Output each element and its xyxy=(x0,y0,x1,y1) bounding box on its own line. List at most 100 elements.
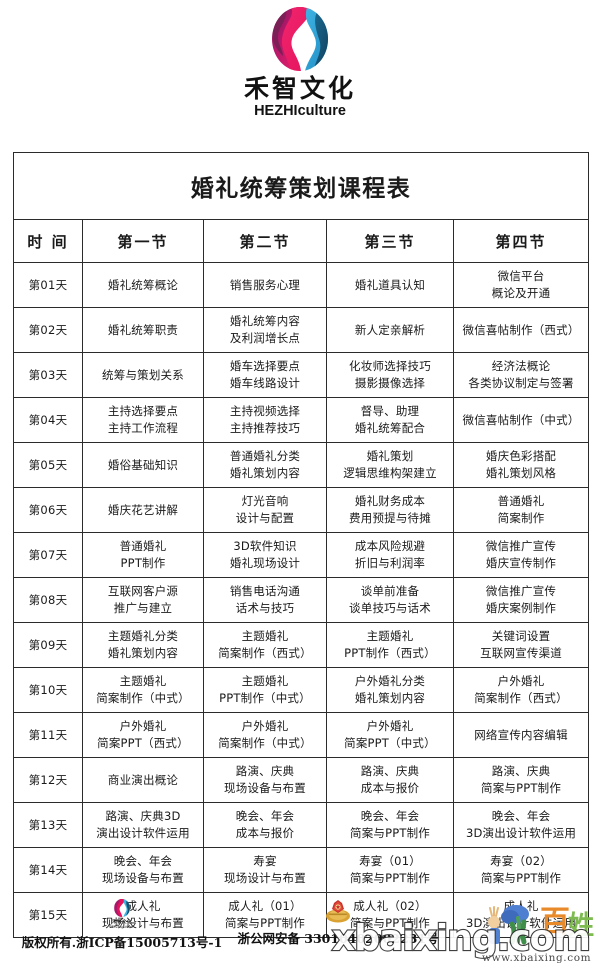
course-text-line: 婚礼统筹概论 xyxy=(107,277,179,292)
course-text-line: 微信喜帖制作（西式） xyxy=(462,322,580,337)
course-cell-period-3: 成本风险规避 折旧与利润率 xyxy=(326,532,454,578)
table-row: 第06天 婚庆花艺讲解 灯光音响 设计与配置 婚礼财务成本 费用预提与待摊 普通婚礼 简案制作 xyxy=(13,487,590,533)
course-text-line: 微信平台 xyxy=(497,269,545,284)
course-text-line: 主题婚礼 xyxy=(241,674,289,689)
course-cell-period-1: 晚会、年会 现场设备与布置 xyxy=(82,847,204,893)
course-text-line: 简案与PPT制作 xyxy=(481,781,562,795)
course-text-line: 主题婚礼分类 xyxy=(107,629,179,644)
course-text-line: 婚礼统筹配合 xyxy=(354,421,426,435)
course-text-line: 路演、庆典 xyxy=(235,764,295,779)
table-row: 第07天 普通婚礼 PPT制作 3D软件知识 婚礼现场设计 成本风险规避 折旧与利润率 微信推… xyxy=(13,532,590,578)
course-cell-period-3: 婚礼道具认知 xyxy=(326,262,454,308)
course-cell-period-2: 主题婚礼简案制作（西式） xyxy=(203,622,327,668)
course-cell-period-2: 成人礼（01） 简案与PPT制作 xyxy=(203,892,327,938)
course-text-line: 婚俗基础知识 xyxy=(107,457,179,472)
course-text-line: 简案与PPT制作 xyxy=(350,916,430,930)
column-header-period-1: 第一节 xyxy=(82,219,204,263)
column-header-time: 时 间 xyxy=(13,219,83,263)
course-text-line: 互联网宣传渠道 xyxy=(480,646,562,660)
course-text-line: 婚车选择要点 xyxy=(229,359,301,374)
course-text-line: 简案PPT（中式） xyxy=(344,736,436,750)
day-label: 第06天 xyxy=(13,487,83,533)
course-text-line: 寿宴 xyxy=(253,854,277,869)
course-text-line: 新人定亲解析 xyxy=(354,322,426,337)
course-cell-period-4: 微信平台 概论及开通 xyxy=(452,262,590,308)
course-text-line: 普通婚礼 xyxy=(497,494,545,509)
course-text-line: 主题婚礼 xyxy=(241,629,289,644)
course-cell-period-3: 寿宴（01） 简案与PPT制作 xyxy=(326,847,454,893)
course-text-line: 费用预提与待摊 xyxy=(349,511,431,525)
course-text-line: 统筹与策划关系 xyxy=(102,367,184,382)
course-text-line: 简案与PPT制作 xyxy=(225,916,305,930)
day-label: 第14天 xyxy=(13,847,83,893)
brand-name-cn: 禾智文化 xyxy=(243,74,356,103)
course-text-line: 户外婚礼 xyxy=(497,674,545,689)
table-header-row: 时 间 第一节 第二节 第三节 第四节 xyxy=(13,219,590,263)
course-text-line: 销售电话沟通 xyxy=(229,584,301,599)
day-label: 第04天 xyxy=(13,397,83,443)
schedule-table-body: 婚礼统筹策划课程表 时 间 第一节 第二节 第三节 第四节 第01天 婚礼统筹概论… xyxy=(12,152,590,938)
course-cell-period-4: 关键词设置 互联网宣传渠道 xyxy=(452,622,590,668)
course-cell-period-1: 互联网客户源 推广与建立 xyxy=(82,577,204,623)
course-text-line: 晚会、年会 xyxy=(235,809,295,824)
course-text-line: 主持推荐技巧 xyxy=(229,421,301,435)
course-cell-period-2: 销售电话沟通 话术与技巧 xyxy=(203,577,327,623)
course-text-line: 及利润增长点 xyxy=(229,331,301,345)
course-text-line: 主持选择要点 xyxy=(107,404,179,419)
course-text-line: 经济法概论 xyxy=(491,359,551,374)
police-badge-icon xyxy=(325,898,351,925)
course-schedule-table: 婚礼统筹策划课程表 时 间 第一节 第二节 第三节 第四节 第01天 婚礼统筹概论… xyxy=(12,152,590,938)
course-text-line: 简案制作 xyxy=(497,511,545,525)
course-text-line: 成本与报价 xyxy=(235,826,295,840)
course-cell-period-3: 谈单前准备 谈单技巧与话术 xyxy=(326,577,454,623)
course-text-line: 商业演出概论 xyxy=(107,772,179,787)
course-cell-period-2: 婚礼统筹内容 及利润增长点 xyxy=(203,307,327,353)
course-text-line: 寿宴（01） xyxy=(359,854,421,869)
table-row: 第08天 互联网客户源 推广与建立 销售电话沟通 话术与技巧 谈单前准备 谈单技巧与话术 微信… xyxy=(13,577,590,623)
table-row: 第14天 晚会、年会 现场设备与布置 寿宴 现场设计与布置 寿宴（01） 简案与PPT制作寿… xyxy=(13,847,590,893)
course-text-line: 简案制作（西式） xyxy=(218,646,312,660)
course-text-line: 户外婚礼 xyxy=(119,719,167,734)
course-text-line: 3D演出设计软件运用 xyxy=(465,826,577,840)
course-text-line: 路演、庆典 xyxy=(491,764,551,779)
course-text-line: PPT制作 xyxy=(120,556,166,570)
course-cell-period-4: 寿宴（02） 简案与PPT制作 xyxy=(452,847,590,893)
course-text-line: 概论及开通 xyxy=(491,286,551,300)
course-text-line: 现场设计与布置 xyxy=(224,871,306,885)
table-row: 第03天 统筹与策划关系 婚车选择要点 婚车线路设计 化妆师选择技巧 摄影摄像选择 经济法概… xyxy=(13,352,590,398)
footer-brand-en: HEZHIculture xyxy=(110,925,134,929)
footer-copyright-block: 禾智文化 HEZHIculture 版权所有.浙ICP备15005713号-1 xyxy=(22,898,222,951)
course-cell-period-4: 微信喜帖制作（西式） xyxy=(452,307,590,353)
day-label: 第02天 xyxy=(13,307,83,353)
course-cell-period-1: 路演、庆典3D 演出设计软件运用 xyxy=(82,802,204,848)
course-text-line: 婚礼现场设计 xyxy=(229,556,301,570)
course-text-line: 互联网客户源 xyxy=(107,584,179,599)
course-text-line: 简案制作（中式） xyxy=(218,736,312,750)
course-text-line: 路演、庆典 xyxy=(360,764,420,779)
column-header-period-4: 第四节 xyxy=(452,219,590,263)
course-text-line: 销售服务心理 xyxy=(229,277,301,292)
course-cell-period-3: 化妆师选择技巧 摄影摄像选择 xyxy=(326,352,454,398)
course-cell-period-2: 寿宴 现场设计与布置 xyxy=(203,847,327,893)
course-text-line: 简案与PPT制作 xyxy=(350,871,430,885)
course-text-line: 婚礼策划风格 xyxy=(485,466,557,480)
course-text-line: 简案与PPT制作 xyxy=(350,826,430,840)
course-text-line: PPT制作（西式） xyxy=(344,646,436,660)
course-text-line: 晚会、年会 xyxy=(113,854,173,869)
course-text-line: 主持视频选择 xyxy=(229,404,301,419)
page-header: 禾智文化 HEZHIculture xyxy=(0,0,600,119)
course-text-line: 3D软件知识 xyxy=(233,539,297,554)
brand-name-en: HEZHIculture xyxy=(254,103,346,120)
course-cell-period-4: 微信推广宣传 婚庆宣传制作 xyxy=(452,532,590,578)
course-text-line: 微信推广宣传 xyxy=(485,584,557,599)
table-row: 第01天 婚礼统筹概论 销售服务心理 婚礼道具认知 微信平台 概论及开通 xyxy=(13,262,590,308)
course-cell-period-2: 灯光音响 设计与配置 xyxy=(203,487,327,533)
course-text-line: PPT制作（中式） xyxy=(219,691,311,705)
footer-brand-cn: 禾智文化 xyxy=(112,920,132,925)
day-label: 第05天 xyxy=(13,442,83,488)
table-row: 第05天 婚俗基础知识 普通婚礼分类 婚礼策划内容 婚礼策划 逻辑思维构架建立 婚庆色彩搭配… xyxy=(13,442,590,488)
day-label: 第09天 xyxy=(13,622,83,668)
column-header-period-2: 第二节 xyxy=(203,219,327,263)
course-text-line: 晚会、年会 xyxy=(360,809,420,824)
course-text-line: 户外婚礼 xyxy=(366,719,414,734)
